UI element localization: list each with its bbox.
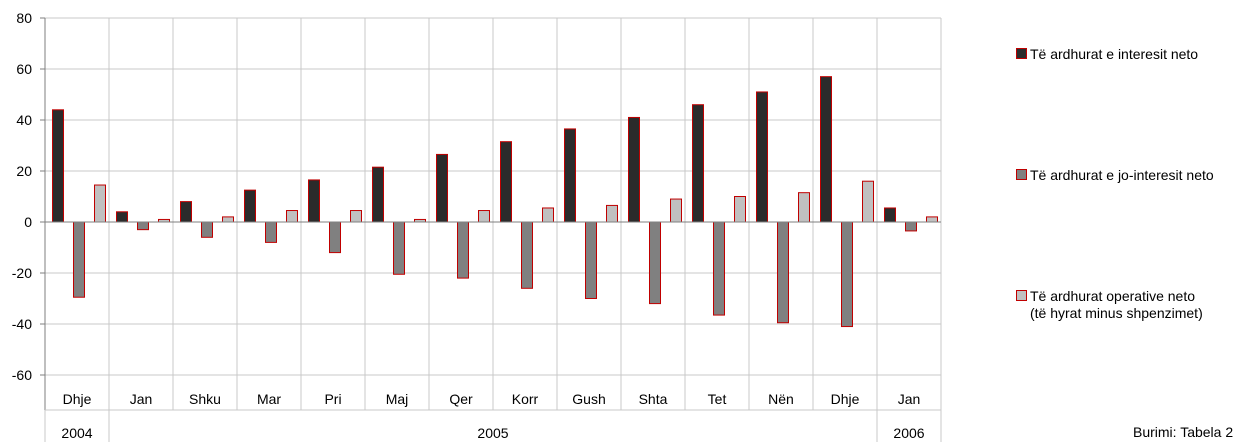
grid-lines	[44, 17, 942, 410]
bar	[521, 221, 533, 289]
bar	[500, 141, 512, 223]
bar	[52, 109, 64, 223]
bar	[606, 204, 618, 223]
x-tick-label: Gush	[572, 391, 605, 407]
year-label: 2004	[61, 425, 92, 441]
x-tick-label: Jan	[898, 391, 921, 407]
y-axis: -60 -40 -20 0 20 40 60 80	[12, 10, 32, 383]
bar	[201, 221, 213, 238]
x-tick-label: Korr	[512, 391, 539, 407]
legend-label-net-interest: Të ardhurat e interesit neto	[1030, 46, 1199, 62]
bar	[350, 210, 362, 223]
legend-label-net-operating-note: (të hyrat minus shpenzimet)	[1030, 305, 1203, 321]
x-axis: Dhje Jan Shku Mar Pri Maj Qer Korr Gush Shta Tet Në…	[40, 17, 942, 442]
y-tick-label: -60	[12, 367, 32, 383]
bar	[137, 221, 149, 231]
x-tick-label: Dhje	[831, 391, 860, 407]
y-tick-label: 20	[16, 163, 32, 179]
bar	[265, 221, 277, 243]
bar	[926, 216, 938, 223]
bar	[670, 198, 682, 223]
y-tick-label: -20	[12, 265, 32, 281]
bar	[222, 216, 234, 223]
y-tick-label: 60	[16, 61, 32, 77]
bar	[905, 221, 917, 232]
x-tick-label: Shku	[189, 391, 221, 407]
bar	[585, 221, 597, 299]
bar	[180, 201, 192, 223]
bar	[713, 221, 725, 316]
bar	[244, 189, 256, 223]
legend-swatch-net-operating	[1016, 290, 1027, 301]
bar	[372, 166, 384, 223]
legend-label-net-non-interest: Të ardhurat e jo-interesit neto	[1030, 167, 1214, 183]
legend-label-net-operating: Të ardhurat operative neto	[1030, 288, 1195, 304]
legend-swatch-net-interest	[1016, 48, 1027, 59]
bars	[52, 76, 938, 328]
x-tick-label: Tet	[708, 391, 727, 407]
y-tick-label: -40	[12, 316, 32, 332]
x-tick-label: Shta	[639, 391, 668, 407]
bar	[94, 184, 106, 223]
bar	[457, 221, 469, 279]
bar	[884, 207, 896, 223]
bar	[841, 221, 853, 328]
bar	[862, 180, 874, 223]
bar	[73, 221, 85, 298]
bar	[542, 207, 554, 223]
year-label: 2005	[477, 425, 508, 441]
y-tick-label: 80	[16, 10, 32, 26]
y-tick-label: 0	[24, 214, 32, 230]
bar	[777, 221, 789, 324]
x-tick-label: Maj	[386, 391, 409, 407]
year-label: 2006	[893, 425, 924, 441]
source-note: Burimi: Tabela 2	[1133, 424, 1234, 440]
bar	[286, 210, 298, 223]
bar	[393, 221, 405, 275]
x-tick-label: Nën	[768, 391, 794, 407]
bar	[692, 104, 704, 223]
x-tick-label: Pri	[324, 391, 341, 407]
bar	[564, 128, 576, 223]
bar	[329, 221, 341, 254]
x-tick-label: Qer	[449, 391, 473, 407]
x-tick-label: Mar	[257, 391, 281, 407]
x-tick-label: Jan	[130, 391, 153, 407]
bar	[308, 179, 320, 223]
bar	[734, 196, 746, 223]
bar	[649, 221, 661, 305]
bar	[756, 91, 768, 223]
bar	[478, 210, 490, 223]
legend-swatch-net-non-interest	[1016, 169, 1027, 180]
bar	[116, 211, 128, 223]
y-tick-label: 40	[16, 112, 32, 128]
bar	[798, 192, 810, 223]
bar	[628, 116, 640, 223]
x-tick-label: Dhje	[63, 391, 92, 407]
bar	[820, 76, 832, 223]
bar	[436, 153, 448, 223]
